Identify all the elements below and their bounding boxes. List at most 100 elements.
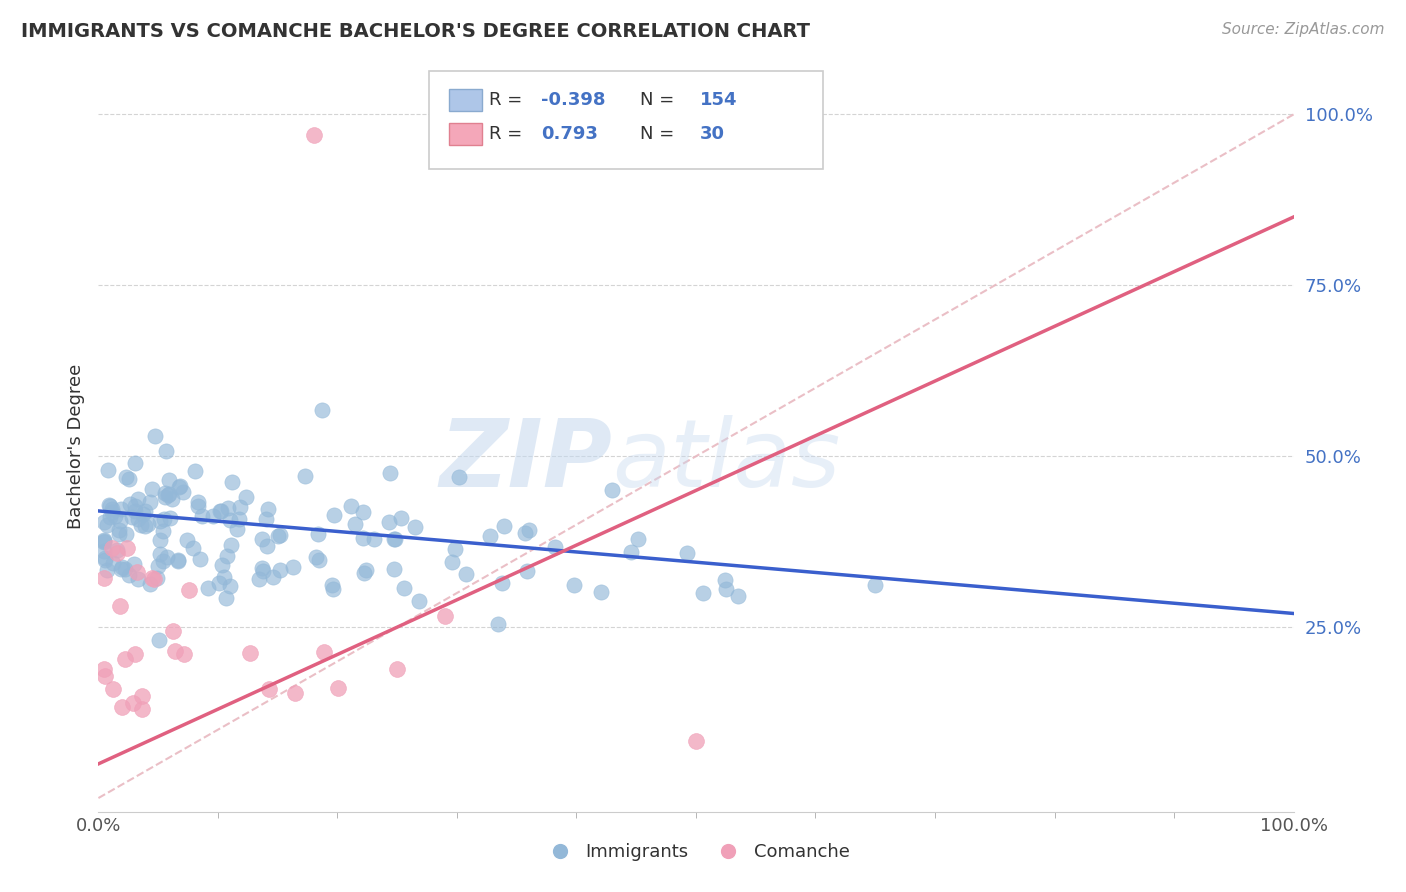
Point xyxy=(544,540,567,554)
Point xyxy=(343,517,366,532)
Point xyxy=(302,128,325,142)
Point xyxy=(305,550,328,565)
Text: N =: N = xyxy=(640,91,679,109)
Point xyxy=(141,482,163,496)
Point xyxy=(219,513,242,527)
Point xyxy=(321,577,343,591)
Point xyxy=(124,557,146,571)
Point xyxy=(187,499,209,513)
Point xyxy=(118,567,141,582)
Point xyxy=(408,594,430,608)
Point xyxy=(94,669,117,683)
Point xyxy=(382,533,405,547)
Point xyxy=(494,518,516,533)
Point xyxy=(118,472,141,486)
Point xyxy=(215,591,238,605)
Point xyxy=(94,553,117,567)
Text: -0.398: -0.398 xyxy=(541,91,606,109)
Point xyxy=(162,491,184,506)
Point xyxy=(219,538,242,552)
Point xyxy=(269,563,291,577)
Point xyxy=(363,532,385,546)
Point xyxy=(118,497,141,511)
Point xyxy=(269,528,291,542)
Point xyxy=(132,507,155,521)
Point xyxy=(228,511,250,525)
Point xyxy=(378,515,401,529)
Point xyxy=(139,495,162,509)
Point xyxy=(229,500,252,514)
Point xyxy=(440,555,463,569)
Point xyxy=(252,564,274,578)
Point xyxy=(328,681,350,696)
Point xyxy=(110,514,132,528)
Point xyxy=(515,525,537,540)
Point xyxy=(675,546,697,560)
Point xyxy=(591,585,613,599)
Text: Source: ZipAtlas.com: Source: ZipAtlas.com xyxy=(1222,22,1385,37)
Point xyxy=(96,563,118,577)
Point xyxy=(478,529,501,543)
Text: R =: R = xyxy=(489,91,529,109)
Point xyxy=(93,515,115,529)
Point xyxy=(197,581,219,595)
Point xyxy=(101,506,124,520)
Point xyxy=(101,502,124,516)
Point xyxy=(308,553,330,567)
Point xyxy=(209,504,232,518)
Point xyxy=(184,465,207,479)
Point xyxy=(134,519,156,533)
Point xyxy=(98,499,121,513)
Point xyxy=(100,510,122,524)
Point xyxy=(215,549,238,564)
Point xyxy=(93,533,115,548)
Point xyxy=(157,487,180,501)
Point xyxy=(124,504,146,518)
Point xyxy=(257,502,280,516)
Point xyxy=(114,652,136,666)
Point xyxy=(139,576,162,591)
Point xyxy=(129,518,152,533)
Point xyxy=(159,510,181,524)
Point xyxy=(247,572,270,586)
Point xyxy=(141,571,163,585)
Point xyxy=(181,541,204,555)
Point xyxy=(121,510,143,524)
Point xyxy=(101,556,124,570)
Point xyxy=(340,499,363,513)
Point xyxy=(456,567,478,582)
Point xyxy=(354,563,377,577)
Point xyxy=(146,571,169,585)
Point xyxy=(307,526,329,541)
Point xyxy=(131,702,153,716)
Point xyxy=(392,582,415,596)
Point xyxy=(93,662,115,676)
Point xyxy=(323,508,346,522)
Point xyxy=(156,549,179,564)
Point xyxy=(115,541,138,555)
Point xyxy=(685,734,707,748)
Point xyxy=(434,608,457,623)
Point xyxy=(110,599,132,614)
Point xyxy=(101,541,124,556)
Point xyxy=(284,686,307,700)
Point xyxy=(281,560,304,574)
Point xyxy=(165,643,187,657)
Point xyxy=(218,579,240,593)
Point xyxy=(250,561,273,575)
Point xyxy=(152,524,174,539)
Point xyxy=(98,500,121,514)
Point xyxy=(114,562,136,576)
Point xyxy=(162,624,184,638)
Point xyxy=(143,429,166,443)
Point xyxy=(404,520,426,534)
Point xyxy=(167,554,190,568)
Point xyxy=(105,545,128,559)
Point xyxy=(254,512,277,526)
Point xyxy=(352,505,374,519)
Point xyxy=(124,499,146,513)
Point xyxy=(262,570,284,584)
Point xyxy=(294,469,316,483)
Point xyxy=(101,681,124,696)
Point xyxy=(208,575,231,590)
